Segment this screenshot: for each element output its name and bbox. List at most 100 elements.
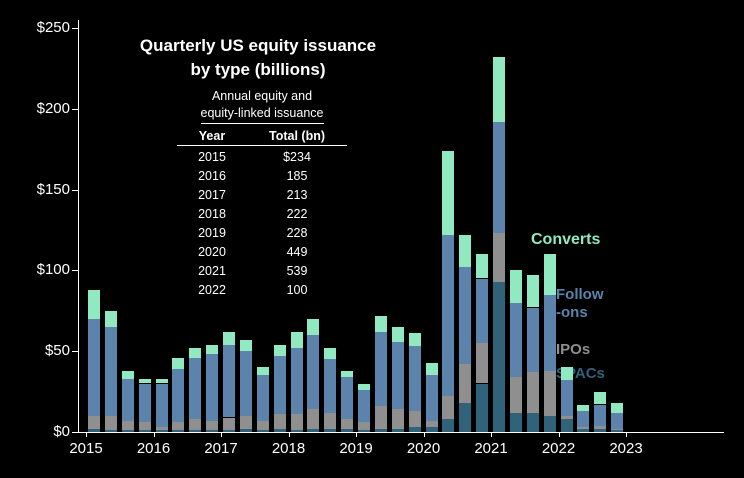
x-tick-mark	[558, 432, 560, 437]
y-tick-mark	[72, 189, 78, 191]
bar-segment	[493, 281, 505, 432]
bar-segment	[172, 430, 185, 432]
bar-segment	[88, 415, 100, 429]
bar-segment	[611, 428, 624, 431]
bar-segment	[341, 419, 354, 429]
bar-segment	[493, 57, 505, 122]
bar-segment	[290, 331, 303, 348]
x-axis-label: 2015	[69, 440, 103, 457]
bar-segment	[324, 348, 337, 360]
x-axis-label: 2021	[474, 440, 508, 457]
bar-segment	[408, 346, 421, 411]
bar-segment	[476, 383, 489, 432]
bar-segment	[256, 375, 269, 421]
bar-segment	[121, 378, 134, 421]
bar-segment	[239, 428, 252, 432]
col-header-year: Year	[198, 129, 226, 143]
bar-segment	[189, 357, 202, 420]
bar-segment	[493, 233, 505, 282]
bar-segment	[374, 406, 387, 429]
bar-segment	[459, 234, 472, 268]
bar-segment	[408, 333, 421, 347]
bar-segment	[509, 270, 522, 303]
bar-segment	[611, 412, 624, 429]
x-tick-mark	[626, 432, 627, 437]
bar-segment	[189, 348, 202, 358]
bar-segment	[104, 327, 117, 416]
x-tick-mark	[153, 432, 155, 437]
x-tick-mark	[356, 432, 357, 437]
legend-label-ipos: IPOs	[556, 341, 591, 358]
annual-issuance-inset-table: Annual equity and equity-linked issuance…	[150, 88, 374, 300]
bar-segment	[88, 289, 100, 319]
bar-segment	[425, 427, 438, 432]
bar-segment	[543, 370, 556, 416]
bar-segment	[290, 348, 303, 415]
table-cell-year: 2015	[198, 150, 226, 164]
bar-segment	[391, 341, 404, 410]
table-cell-total: 185	[286, 169, 308, 183]
bar-segment	[526, 372, 539, 413]
table-row: 2016 185	[177, 167, 347, 186]
x-axis-label: 2023	[609, 440, 643, 457]
bar-segment	[172, 369, 185, 423]
bar-segment	[476, 278, 489, 344]
bar-segment	[358, 390, 370, 423]
bar-segment	[256, 420, 269, 431]
bar-segment	[341, 428, 354, 432]
bar-segment	[155, 383, 168, 428]
legend-label-converts: Converts	[531, 231, 601, 248]
bar-segment	[324, 359, 337, 413]
bar-segment	[459, 402, 472, 432]
bar-segment	[290, 430, 303, 432]
table-cell-year: 2018	[198, 207, 226, 221]
table-cell-year: 2021	[198, 264, 226, 278]
bar-segment	[476, 254, 489, 279]
inset-heading-line1: Annual equity and	[211, 89, 313, 103]
bar-segment	[560, 415, 573, 419]
bar-segment	[560, 380, 573, 416]
bar-segment	[493, 121, 505, 234]
bar-segment	[206, 420, 219, 431]
bar-segment	[172, 357, 185, 369]
bar-segment	[256, 367, 269, 376]
bar-segment	[121, 370, 134, 379]
y-axis-label: $0	[53, 423, 70, 440]
bar-segment	[526, 412, 539, 432]
x-axis-label: 2019	[339, 440, 373, 457]
x-tick-mark	[86, 432, 87, 437]
x-axis-label: 2020	[406, 440, 441, 457]
bar-segment	[88, 428, 100, 432]
x-axis-label: 2017	[204, 440, 238, 457]
bar-segment	[509, 412, 522, 432]
bar-segment	[138, 430, 151, 432]
table-cell-total: 449	[286, 245, 308, 259]
bar-segment	[290, 414, 303, 431]
bar-segment	[341, 377, 354, 420]
y-axis-label: $150	[36, 180, 70, 198]
bar-segment	[442, 396, 455, 419]
x-tick-mark	[491, 432, 492, 437]
bar-segment	[138, 378, 151, 384]
bar-segment	[543, 294, 556, 371]
bar-segment	[307, 409, 320, 429]
y-axis-label: $200	[36, 99, 70, 117]
bar-segment	[374, 331, 387, 407]
y-tick-mark	[72, 351, 78, 353]
bar-segment	[611, 430, 624, 432]
bar-segment	[223, 417, 235, 431]
bar-segment	[256, 430, 269, 432]
bar-segment	[391, 327, 404, 342]
y-tick-mark	[72, 28, 78, 29]
x-tick-mark	[423, 432, 425, 437]
bar-segment	[509, 377, 522, 413]
bar-segment	[121, 430, 134, 432]
table-cell-total: 100	[286, 283, 308, 297]
bar-segment	[391, 428, 404, 432]
y-axis-label: $100	[36, 261, 70, 279]
bar-segment	[273, 344, 286, 356]
bar-segment	[442, 150, 455, 235]
bar-segment	[358, 422, 370, 431]
y-tick-mark	[72, 270, 78, 272]
bar-segment	[223, 344, 235, 418]
